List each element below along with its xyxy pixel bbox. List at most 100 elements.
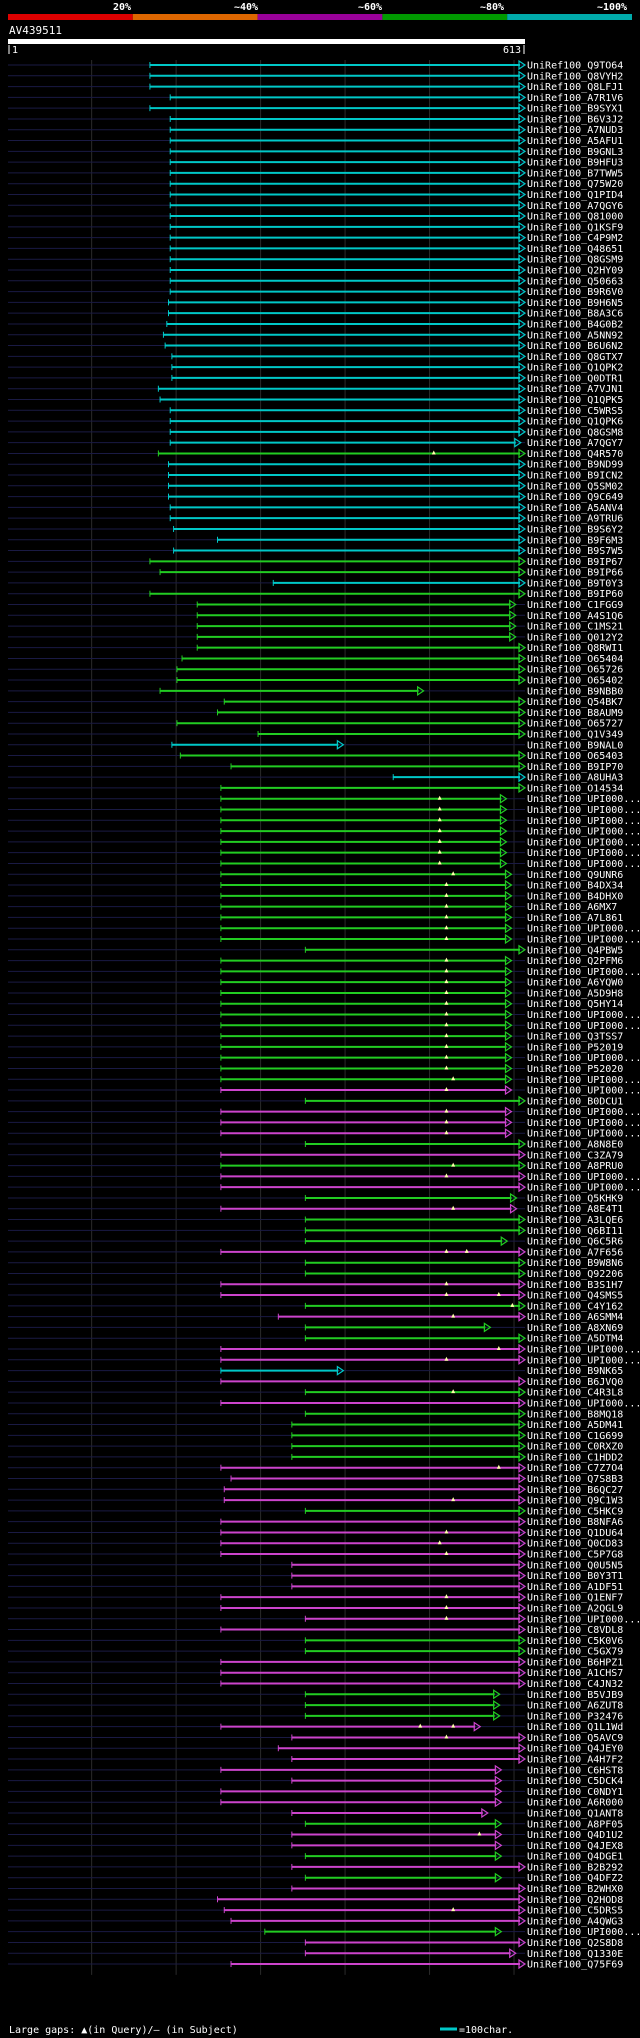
hit-label[interactable]: UniRef100_A4S1Q6: [527, 611, 623, 622]
hit-row[interactable]: UniRef100_A6R000: [8, 1797, 623, 1809]
hit-label[interactable]: UniRef100_C1G699: [527, 1431, 623, 1442]
hit-label[interactable]: UniRef100_UPI000...: [527, 816, 640, 827]
hit-row[interactable]: UniRef100_Q1330E: [8, 1948, 623, 1960]
hit-row[interactable]: UniRef100_Q4R570: [8, 448, 623, 460]
hit-row[interactable]: UniRef100_Q2S8D8: [8, 1937, 623, 1949]
hit-label[interactable]: UniRef100_UPI000...: [527, 1183, 640, 1194]
hit-row[interactable]: UniRef100_B9IP60: [8, 588, 623, 600]
hit-row[interactable]: UniRef100_UPI000...: [8, 933, 640, 945]
hit-label[interactable]: UniRef100_B8NFA6: [527, 1517, 623, 1528]
hit-row[interactable]: UniRef100_Q4DFZ2: [8, 1872, 623, 1884]
hit-label[interactable]: UniRef100_A7VJN1: [527, 384, 623, 395]
hit-row[interactable]: UniRef100_B9R6V0: [8, 286, 623, 298]
hit-label[interactable]: UniRef100_B2B292: [527, 1862, 623, 1873]
hit-row[interactable]: UniRef100_Q9TO64: [8, 60, 623, 72]
hit-row[interactable]: UniRef100_B9IP70: [8, 761, 623, 773]
hit-row[interactable]: UniRef100_A6ZUT8: [8, 1699, 623, 1712]
hit-row[interactable]: UniRef100_Q4JEY0: [8, 1743, 623, 1755]
hit-label[interactable]: UniRef100_Q0U5N5: [527, 1560, 623, 1571]
hit-row[interactable]: UniRef100_C5K0V6: [8, 1635, 623, 1647]
hit-label[interactable]: UniRef100_C6HST8: [527, 1765, 623, 1776]
hit-label[interactable]: UniRef100_UPI000...: [527, 1398, 640, 1409]
hit-label[interactable]: UniRef100_A7R1V6: [527, 93, 623, 104]
hit-row[interactable]: UniRef100_Q1V349: [8, 728, 623, 740]
hit-row[interactable]: UniRef100_Q5KHK9: [8, 1192, 623, 1204]
hit-row[interactable]: UniRef100_A5NN92: [8, 329, 623, 341]
hit-label[interactable]: UniRef100_C1FGG9: [527, 600, 623, 611]
hit-row[interactable]: UniRef100_Q8GTX7: [8, 351, 623, 363]
hit-row[interactable]: UniRef100_Q5SM02: [8, 480, 623, 492]
hit-row[interactable]: UniRef100_UPI000...: [8, 1084, 640, 1097]
hit-row[interactable]: UniRef100_Q8RWI1: [8, 642, 623, 654]
hit-row[interactable]: UniRef100_Q3TSS7: [8, 1030, 623, 1043]
hit-label[interactable]: UniRef100_Q1ENF7: [527, 1593, 623, 1604]
hit-label[interactable]: UniRef100_Q9C649: [527, 492, 623, 503]
hit-label[interactable]: UniRef100_Q1330E: [527, 1949, 623, 1960]
hit-label[interactable]: UniRef100_UPI000...: [527, 1355, 640, 1366]
hit-row[interactable]: UniRef100_C0RXZ0: [8, 1440, 623, 1453]
hit-row[interactable]: UniRef100_A8N8E0: [8, 1138, 623, 1151]
hit-label[interactable]: UniRef100_Q4JEX8: [527, 1841, 623, 1852]
hit-label[interactable]: UniRef100_Q8GTX7: [527, 352, 623, 363]
hit-row[interactable]: UniRef100_Q92206: [8, 1268, 623, 1280]
hit-label[interactable]: UniRef100_Q3TSS7: [527, 1032, 623, 1043]
hit-row[interactable]: UniRef100_B9NAL0: [8, 739, 623, 751]
hit-row[interactable]: UniRef100_B0Y3T1: [8, 1570, 623, 1582]
hit-label[interactable]: UniRef100_UPI000...: [527, 967, 640, 978]
hit-row[interactable]: UniRef100_C8VDL8: [8, 1624, 623, 1636]
hit-label[interactable]: UniRef100_P32476: [527, 1711, 623, 1722]
hit-row[interactable]: UniRef100_Q48651: [8, 243, 623, 255]
hit-row[interactable]: UniRef100_P52020: [8, 1063, 623, 1075]
hit-label[interactable]: UniRef100_UPI000...: [527, 805, 640, 816]
hit-row[interactable]: UniRef100_UPI000...: [8, 1117, 640, 1129]
hit-row[interactable]: UniRef100_C4JN32: [8, 1678, 623, 1690]
hit-label[interactable]: UniRef100_Q9C1W3: [527, 1496, 623, 1507]
hit-row[interactable]: UniRef100_Q4SMS5: [8, 1289, 623, 1302]
hit-row[interactable]: UniRef100_A4QWG3: [8, 1915, 623, 1927]
hit-label[interactable]: UniRef100_Q8GSM8: [527, 427, 623, 438]
hit-row[interactable]: UniRef100_B9NBB0: [8, 685, 623, 697]
hit-label[interactable]: UniRef100_A6YQW0: [527, 978, 623, 989]
hit-row[interactable]: UniRef100_B9HFU3: [8, 156, 623, 169]
hit-row[interactable]: UniRef100_Q0U5N5: [8, 1559, 623, 1571]
hit-label[interactable]: UniRef100_B2WHX0: [527, 1884, 623, 1895]
hit-row[interactable]: UniRef100_Q2PFM6: [8, 955, 623, 967]
hit-label[interactable]: UniRef100_UPI000...: [527, 827, 640, 838]
hit-label[interactable]: UniRef100_B9T0Y3: [527, 578, 623, 589]
hit-row[interactable]: UniRef100_B9T0Y3: [8, 577, 623, 589]
hit-row[interactable]: UniRef100_B8NFA6: [8, 1516, 623, 1528]
hit-label[interactable]: UniRef100_Q54BK7: [527, 697, 623, 708]
hit-label[interactable]: UniRef100_UPI000...: [527, 1345, 640, 1356]
hit-row[interactable]: UniRef100_B6JVQ0: [8, 1376, 623, 1388]
hit-label[interactable]: UniRef100_P52020: [527, 1064, 623, 1075]
hit-row[interactable]: UniRef100_A2QGL9: [8, 1602, 623, 1614]
hit-row[interactable]: UniRef100_Q1QPK5: [8, 394, 623, 406]
hit-label[interactable]: UniRef100_B9ND99: [527, 460, 623, 471]
hit-label[interactable]: UniRef100_Q012Y2: [527, 632, 623, 643]
hit-label[interactable]: UniRef100_Q81000: [527, 212, 623, 223]
hit-label[interactable]: UniRef100_C5WRS5: [527, 406, 623, 417]
hit-label[interactable]: UniRef100_B4G0B2: [527, 319, 623, 330]
hit-label[interactable]: UniRef100_A9TRU6: [527, 514, 623, 525]
hit-row[interactable]: UniRef100_Q4JEX8: [8, 1840, 623, 1852]
hit-label[interactable]: UniRef100_A6ZUT8: [527, 1701, 623, 1712]
hit-row[interactable]: UniRef100_Q9C649: [8, 491, 623, 503]
hit-row[interactable]: UniRef100_C5WRS5: [8, 405, 623, 417]
hit-row[interactable]: UniRef100_Q5HY14: [8, 998, 623, 1010]
hit-label[interactable]: UniRef100_A7F656: [527, 1247, 623, 1258]
hit-label[interactable]: UniRef100_B6QC27: [527, 1485, 623, 1496]
hit-row[interactable]: UniRef100_Q9UNR6: [8, 869, 623, 881]
hit-label[interactable]: UniRef100_B9GNL3: [527, 147, 623, 158]
hit-row[interactable]: UniRef100_Q6BI11: [8, 1225, 623, 1237]
hit-row[interactable]: UniRef100_A8UHA3: [8, 772, 623, 784]
hit-row[interactable]: UniRef100_B2B292: [8, 1861, 623, 1873]
hit-label[interactable]: UniRef100_B9NAL0: [527, 740, 623, 751]
hit-row[interactable]: UniRef100_A8PF05: [8, 1818, 623, 1830]
hit-row[interactable]: UniRef100_Q54BK7: [8, 696, 623, 708]
hit-label[interactable]: UniRef100_Q92206: [527, 1269, 623, 1280]
hit-label[interactable]: UniRef100_UPI000...: [527, 1075, 640, 1086]
hit-label[interactable]: UniRef100_Q9TO64: [527, 61, 623, 72]
hit-row[interactable]: UniRef100_Q4PBW5: [8, 944, 623, 956]
hit-label[interactable]: UniRef100_Q6BI11: [527, 1226, 623, 1237]
hit-row[interactable]: UniRef100_C3ZA79: [8, 1149, 623, 1161]
